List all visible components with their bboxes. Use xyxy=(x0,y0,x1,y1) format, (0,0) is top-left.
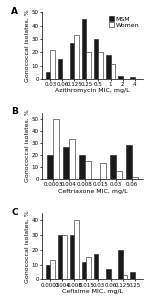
Bar xyxy=(50,50,55,79)
Bar xyxy=(130,77,135,79)
Bar xyxy=(46,265,50,279)
Bar xyxy=(62,235,67,279)
Bar xyxy=(69,139,75,179)
Bar xyxy=(70,43,74,79)
Bar xyxy=(82,19,86,79)
Y-axis label: Gonococcal isolates, %: Gonococcal isolates, % xyxy=(25,110,30,182)
Y-axis label: Gonococcal isolates, %: Gonococcal isolates, % xyxy=(25,210,30,283)
Bar xyxy=(123,275,127,279)
Bar xyxy=(106,269,111,279)
Bar xyxy=(86,52,91,79)
Bar xyxy=(74,35,79,79)
Bar xyxy=(111,64,115,79)
Bar xyxy=(74,220,79,279)
Bar xyxy=(106,55,111,79)
Bar xyxy=(100,163,106,179)
X-axis label: Ceftriaxone MIC, mg/L: Ceftriaxone MIC, mg/L xyxy=(58,189,127,194)
Bar xyxy=(116,171,122,179)
Text: A: A xyxy=(11,7,18,16)
X-axis label: Azithromycin MIC, mg/L: Azithromycin MIC, mg/L xyxy=(55,88,130,93)
Bar xyxy=(78,155,85,179)
Bar xyxy=(70,235,74,279)
Bar xyxy=(58,235,62,279)
Bar xyxy=(46,72,50,79)
Bar xyxy=(130,272,135,279)
Bar xyxy=(94,39,98,79)
Text: B: B xyxy=(11,107,18,116)
Text: C: C xyxy=(11,208,18,217)
Bar xyxy=(118,76,123,79)
Bar xyxy=(50,260,55,279)
Bar xyxy=(126,145,132,179)
Y-axis label: Gonococcal isolates, %: Gonococcal isolates, % xyxy=(25,9,30,82)
Bar xyxy=(47,155,53,179)
Bar xyxy=(85,161,91,179)
Bar xyxy=(63,147,69,179)
Bar xyxy=(110,155,116,179)
Legend: MSM, Women: MSM, Women xyxy=(108,16,140,29)
Bar xyxy=(86,257,91,279)
Bar xyxy=(132,177,138,179)
Bar xyxy=(118,250,123,279)
Bar xyxy=(82,262,86,279)
Bar xyxy=(53,119,59,179)
Bar xyxy=(58,59,62,79)
Bar xyxy=(94,254,98,279)
Bar xyxy=(98,52,103,79)
X-axis label: Cefixime MIC, mg/L: Cefixime MIC, mg/L xyxy=(62,289,123,294)
